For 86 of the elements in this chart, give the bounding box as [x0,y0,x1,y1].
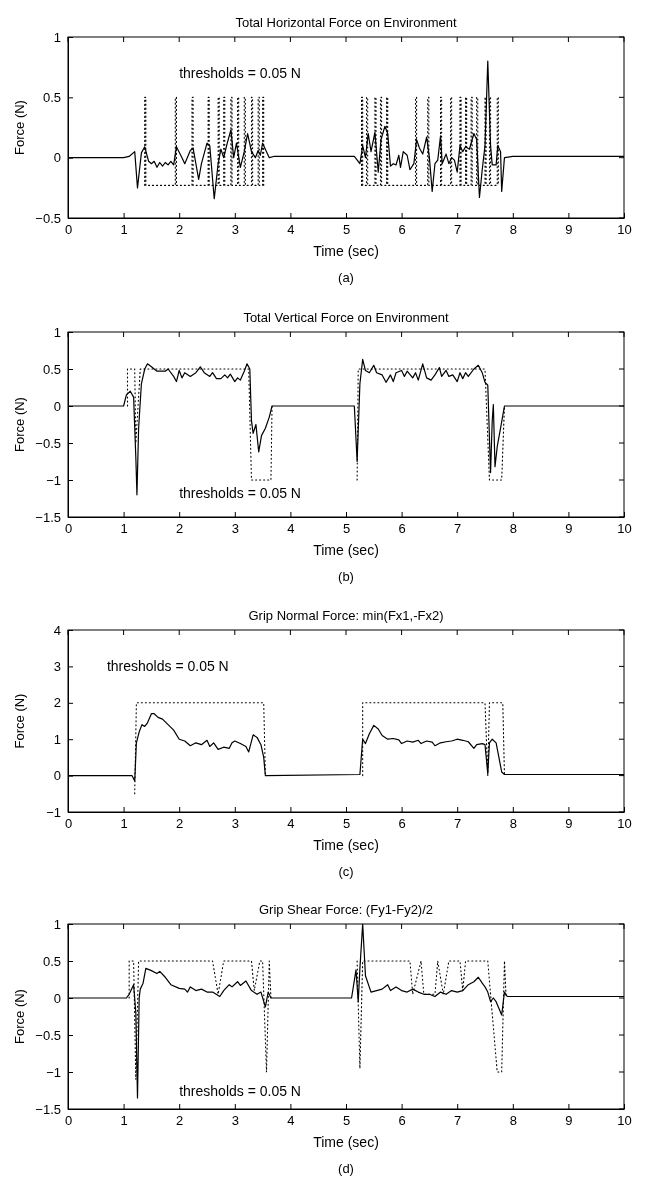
y-tick-label: 0 [53,768,61,784]
y-tick-label: −1 [46,804,61,820]
y-tick-label: 0.5 [42,361,61,377]
x-tick-label: 8 [509,1113,517,1129]
y-tick-label: 4 [53,622,61,638]
y-tick-label: 0.5 [42,953,61,969]
y-axis-title: Force (N) [12,693,27,749]
x-tick-label: 9 [565,521,573,537]
x-axis-title: Time (sec) [313,1134,379,1150]
x-tick-label: 9 [565,816,573,832]
y-tick-label: 0 [53,398,61,414]
y-tick-label: 1 [53,916,61,932]
x-tick-label: 7 [454,222,462,238]
y-tick-label: 1 [53,731,61,747]
x-tick-label: 4 [287,521,295,537]
chart-title: Total Vertical Force on Environment [243,310,449,325]
y-tick-label: 3 [53,659,61,675]
x-tick-label: 7 [454,521,462,537]
annotation: thresholds = 0.05 N [179,1082,301,1099]
x-tick-label: 4 [287,1113,295,1129]
x-tick-label: 3 [231,521,239,537]
x-axis-title: Time (sec) [313,542,379,558]
x-tick-label: 6 [398,816,406,832]
x-tick-label: 7 [454,816,462,832]
x-tick-label: 0 [64,1113,73,1129]
y-tick-label: 0.5 [42,89,61,105]
y-tick-label: −1.5 [35,509,61,525]
y-tick-label: −1.5 [35,1101,61,1117]
x-tick-label: 5 [342,816,351,832]
x-tick-label: 4 [287,222,295,238]
x-tick-label: 7 [454,1113,462,1129]
x-axis-title: Time (sec) [313,837,379,853]
x-tick-label: 8 [509,222,517,238]
y-tick-label: 1 [53,29,61,45]
y-tick-label: −0.5 [35,210,61,226]
x-tick-label: 10 [617,222,632,238]
x-tick-label: 5 [342,222,351,238]
y-tick-label: 1 [53,324,61,340]
annotation: thresholds = 0.05 N [179,65,301,82]
y-tick-label: −1 [46,1064,61,1080]
text: (a) [338,270,354,285]
x-tick-label: 10 [617,521,632,537]
y-axis-title: Force (N) [12,100,27,155]
x-tick-label: 3 [231,222,239,238]
x-tick-label: 1 [120,816,128,832]
x-tick-label: 1 [120,222,128,238]
x-tick-label: 10 [617,1113,632,1129]
x-tick-label: 6 [398,222,406,238]
x-tick-label: 2 [176,521,184,537]
y-tick-label: −0.5 [35,435,61,451]
text: (d) [338,1161,354,1176]
x-tick-label: 0 [64,816,73,832]
x-tick-label: 1 [120,1113,128,1129]
x-tick-label: 6 [398,1113,406,1129]
y-tick-label: 0 [53,990,61,1006]
x-tick-label: 2 [176,222,184,238]
annotation: thresholds = 0.05 N [106,658,229,675]
chart-title: Total Horizontal Force on Environment [235,15,457,30]
x-tick-label: 6 [398,521,406,537]
text: (b) [338,569,354,584]
x-tick-label: 8 [509,521,517,537]
x-tick-label: 8 [509,816,517,832]
y-axis-title: Force (N) [12,989,27,1044]
x-tick-label: 5 [342,521,351,537]
x-tick-label: 0 [64,521,73,537]
x-tick-label: 0 [64,222,73,238]
text: (c) [338,864,354,879]
y-tick-label: −0.5 [35,1027,61,1043]
x-tick-label: 1 [120,521,128,537]
x-tick-label: 3 [231,816,239,832]
x-tick-label: 4 [287,816,295,832]
x-tick-label: 2 [176,816,184,832]
x-tick-label: 5 [342,1113,351,1129]
x-tick-label: 3 [231,1113,239,1129]
y-tick-label: 0 [53,150,61,166]
chart-title: Grip Shear Force: (Fy1-Fy2)/2 [258,902,434,917]
chart-title: Grip Normal Force: min(Fx1,-Fx2) [248,608,444,623]
y-tick-label: −1 [46,472,61,488]
x-tick-label: 9 [565,1113,573,1129]
x-axis-title: Time (sec) [313,243,379,259]
y-axis-title: Force (N) [12,397,27,452]
annotation: thresholds = 0.05 N [179,484,301,501]
x-tick-label: 2 [176,1113,184,1129]
x-tick-label: 9 [565,222,573,238]
y-tick-label: 2 [53,695,61,711]
x-tick-label: 10 [617,816,632,832]
